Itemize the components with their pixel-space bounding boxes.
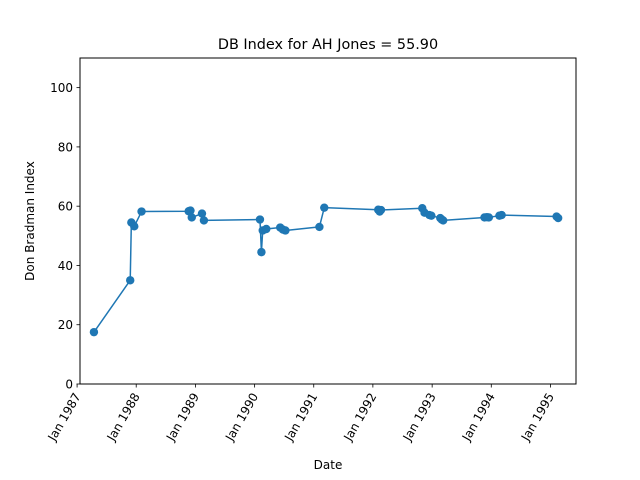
plot-area: [89, 203, 563, 337]
y-tick-label: 40: [58, 259, 73, 273]
data-point: [130, 222, 139, 231]
data-point: [199, 216, 209, 225]
axes-frame: [79, 57, 577, 385]
chart-title: DB Index for AH Jones = 55.90: [218, 37, 438, 53]
data-point: [137, 207, 146, 216]
y-tick-label: 0: [65, 378, 73, 392]
data-point: [315, 222, 324, 232]
data-point: [376, 205, 386, 215]
data-point: [553, 213, 563, 223]
data-point: [257, 247, 266, 257]
y-tick-label: 60: [58, 200, 73, 214]
y-axis-label: Don Bradman Index: [23, 161, 37, 281]
data-point: [197, 209, 207, 218]
data-point: [126, 276, 135, 285]
data-point: [484, 213, 494, 222]
data-point: [187, 213, 196, 222]
data-point: [427, 211, 436, 220]
x-axis-label: Date: [314, 458, 343, 472]
data-point: [255, 215, 265, 224]
y-tick-label: 20: [58, 318, 73, 332]
data-point: [262, 224, 271, 234]
y-tick-label: 80: [58, 140, 73, 154]
data-point: [438, 216, 448, 225]
data-point: [89, 327, 99, 337]
data-point: [497, 210, 506, 220]
data-point: [281, 226, 290, 235]
y-tick-label: 100: [50, 81, 73, 95]
data-point: [186, 206, 195, 215]
data-point: [320, 203, 329, 212]
